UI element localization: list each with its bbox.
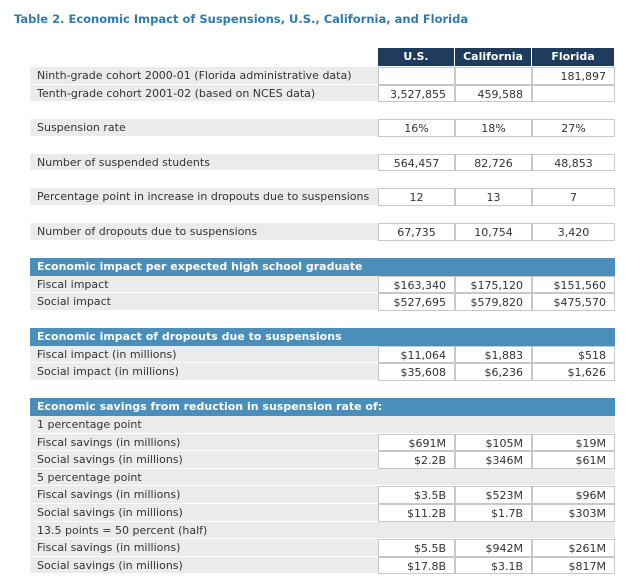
value-cell: $523M xyxy=(455,486,532,504)
value-cell: $19M xyxy=(532,433,615,452)
value-cell: $105M xyxy=(455,433,532,452)
value-cell: 12 xyxy=(378,188,455,206)
value-cell: 13 xyxy=(455,188,532,206)
value-cell: 82,726 xyxy=(455,153,532,172)
value-cell: $1,883 xyxy=(455,345,532,364)
row-label: Fiscal savings (in millions) xyxy=(30,539,378,557)
value-cell: 181,897 xyxy=(532,67,615,85)
subheading-label: 13.5 points = 50 percent (half) xyxy=(30,521,615,540)
value-cell: $175,120 xyxy=(455,275,532,294)
value-cell: $11.2B xyxy=(378,504,455,522)
row-label: Ninth-grade cohort 2000-01 (Florida admi… xyxy=(30,67,378,85)
column-header: Florida xyxy=(532,48,615,66)
value-cell: $579,820 xyxy=(455,293,532,311)
value-cell: 10,754 xyxy=(455,223,532,241)
value-cell: $2.2B xyxy=(378,451,455,469)
value-cell: $163,340 xyxy=(378,275,455,294)
value-cell: $691M xyxy=(378,433,455,452)
row-label: Fiscal impact (in millions) xyxy=(30,345,378,364)
value-cell: $17.8B xyxy=(378,556,455,575)
value-cell: 48,853 xyxy=(532,153,615,172)
value-cell: 7 xyxy=(532,188,615,206)
section-heading: Economic impact per expected high school… xyxy=(30,257,615,276)
value-cell: $475,570 xyxy=(532,293,615,311)
value-cell: 459,588 xyxy=(455,84,532,103)
value-cell: $303M xyxy=(532,504,615,522)
value-cell: $6,236 xyxy=(455,363,532,381)
row-label: Social savings (in millions) xyxy=(30,556,378,575)
row-label: Fiscal savings (in millions) xyxy=(30,486,378,504)
value-cell: $3.1B xyxy=(455,556,532,575)
subheading-label: 5 percentage point xyxy=(30,468,615,487)
row-label: Suspension rate xyxy=(30,119,378,137)
row-label: Tenth-grade cohort 2001-02 (based on NCE… xyxy=(30,84,378,103)
value-cell: $527,695 xyxy=(378,293,455,311)
value-cell: $11,064 xyxy=(378,345,455,364)
value-cell: $346M xyxy=(455,451,532,469)
row-label: Number of suspended students xyxy=(30,153,378,172)
value-cell: 18% xyxy=(455,119,532,137)
value-cell: $817M xyxy=(532,556,615,575)
value-cell xyxy=(378,67,455,85)
row-label: Social impact xyxy=(30,293,378,311)
value-cell xyxy=(532,84,615,103)
row-label: Social savings (in millions) xyxy=(30,451,378,469)
row-label: Social savings (in millions) xyxy=(30,504,378,522)
value-cell: $942M xyxy=(455,539,532,557)
column-header: U.S. xyxy=(378,48,455,66)
row-label: Percentage point in increase in dropouts… xyxy=(30,188,378,206)
section-heading: Economic impact of dropouts due to suspe… xyxy=(30,327,615,346)
value-cell xyxy=(455,67,532,85)
value-cell: $5.5B xyxy=(378,539,455,557)
row-label: Fiscal savings (in millions) xyxy=(30,433,378,452)
subheading-label: 1 percentage point xyxy=(30,416,615,434)
section-heading: Economic savings from reduction in suspe… xyxy=(30,398,615,416)
row-label: Fiscal impact xyxy=(30,275,378,294)
value-cell: 67,735 xyxy=(378,223,455,241)
value-cell: $1.7B xyxy=(455,504,532,522)
table-title: Table 2. Economic Impact of Suspensions,… xyxy=(14,12,469,26)
value-cell: $96M xyxy=(532,486,615,504)
row-label: Social impact (in millions) xyxy=(30,363,378,381)
value-cell: 3,420 xyxy=(532,223,615,241)
value-cell: 3,527,855 xyxy=(378,84,455,103)
value-cell: $35,608 xyxy=(378,363,455,381)
value-cell: 564,457 xyxy=(378,153,455,172)
value-cell: $151,560 xyxy=(532,275,615,294)
value-cell: $518 xyxy=(532,345,615,364)
value-cell: 27% xyxy=(532,119,615,137)
value-cell: $61M xyxy=(532,451,615,469)
column-header: California xyxy=(455,48,532,66)
row-label: Number of dropouts due to suspensions xyxy=(30,223,378,241)
value-cell: $261M xyxy=(532,539,615,557)
value-cell: 16% xyxy=(378,119,455,137)
value-cell: $3.5B xyxy=(378,486,455,504)
value-cell: $1,626 xyxy=(532,363,615,381)
